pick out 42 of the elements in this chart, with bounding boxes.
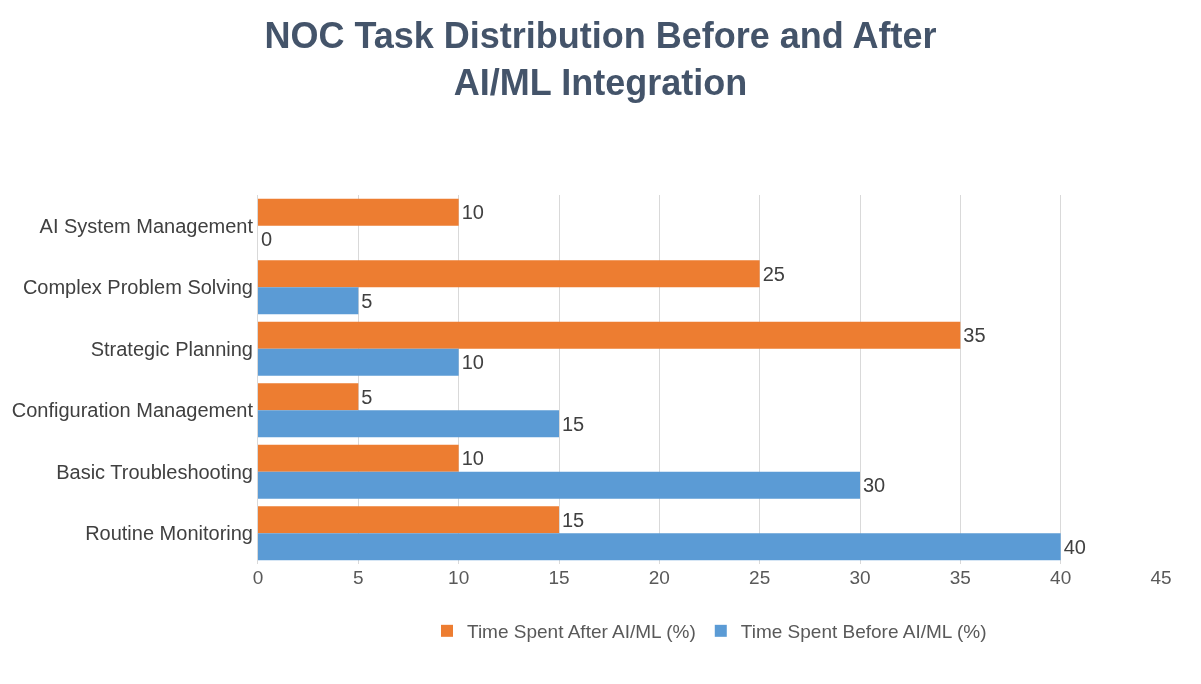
y-tick-label: Basic Troubleshooting [56, 460, 253, 483]
x-tick-label: 10 [448, 567, 470, 588]
bar [258, 198, 459, 226]
bar [258, 383, 359, 411]
x-tick-label: 5 [353, 567, 364, 588]
y-tick-label: Configuration Management [11, 399, 254, 422]
legend-label: Time Spent Before AI/ML (%) [740, 621, 987, 643]
y-tick-label: Complex Problem Solving [22, 276, 253, 299]
data-label: 10 [461, 447, 484, 470]
y-tick-label: Strategic Planning [90, 337, 253, 360]
bar [258, 444, 459, 472]
data-label: 5 [361, 385, 373, 408]
x-tick-label: 20 [648, 567, 670, 588]
bar [258, 348, 459, 376]
x-tick-label: 30 [849, 567, 871, 588]
bar [258, 506, 559, 534]
y-tick-label: Routine Monitoring [85, 522, 253, 545]
data-label: 10 [461, 201, 484, 224]
bar [258, 260, 760, 288]
data-label: 5 [361, 289, 373, 312]
data-label: 15 [562, 508, 585, 531]
x-tick-label: 15 [548, 567, 570, 588]
x-tick-label: 35 [949, 567, 971, 588]
bar [258, 471, 860, 499]
data-label: 0 [261, 228, 273, 251]
data-label: 30 [863, 474, 886, 497]
chart-title: NOC Task Distribution Before and After AI/ML Integration [264, 14, 937, 103]
x-tick-label: 45 [1150, 567, 1172, 588]
data-label: 10 [461, 351, 484, 374]
data-label: 15 [562, 412, 585, 435]
bar [258, 321, 961, 349]
x-tick-label: 0 [252, 567, 264, 588]
data-label: 40 [1063, 535, 1086, 558]
x-tick-label: 40 [1050, 567, 1072, 588]
x-tick-label: 25 [749, 567, 771, 588]
bar [258, 410, 559, 438]
bar [258, 533, 1061, 561]
bar [258, 287, 359, 315]
y-tick-label: AI System Management [39, 214, 254, 237]
data-label: 25 [762, 262, 785, 285]
data-label: 35 [963, 324, 986, 347]
legend-label: Time Spent After AI/ML (%) [467, 621, 696, 643]
